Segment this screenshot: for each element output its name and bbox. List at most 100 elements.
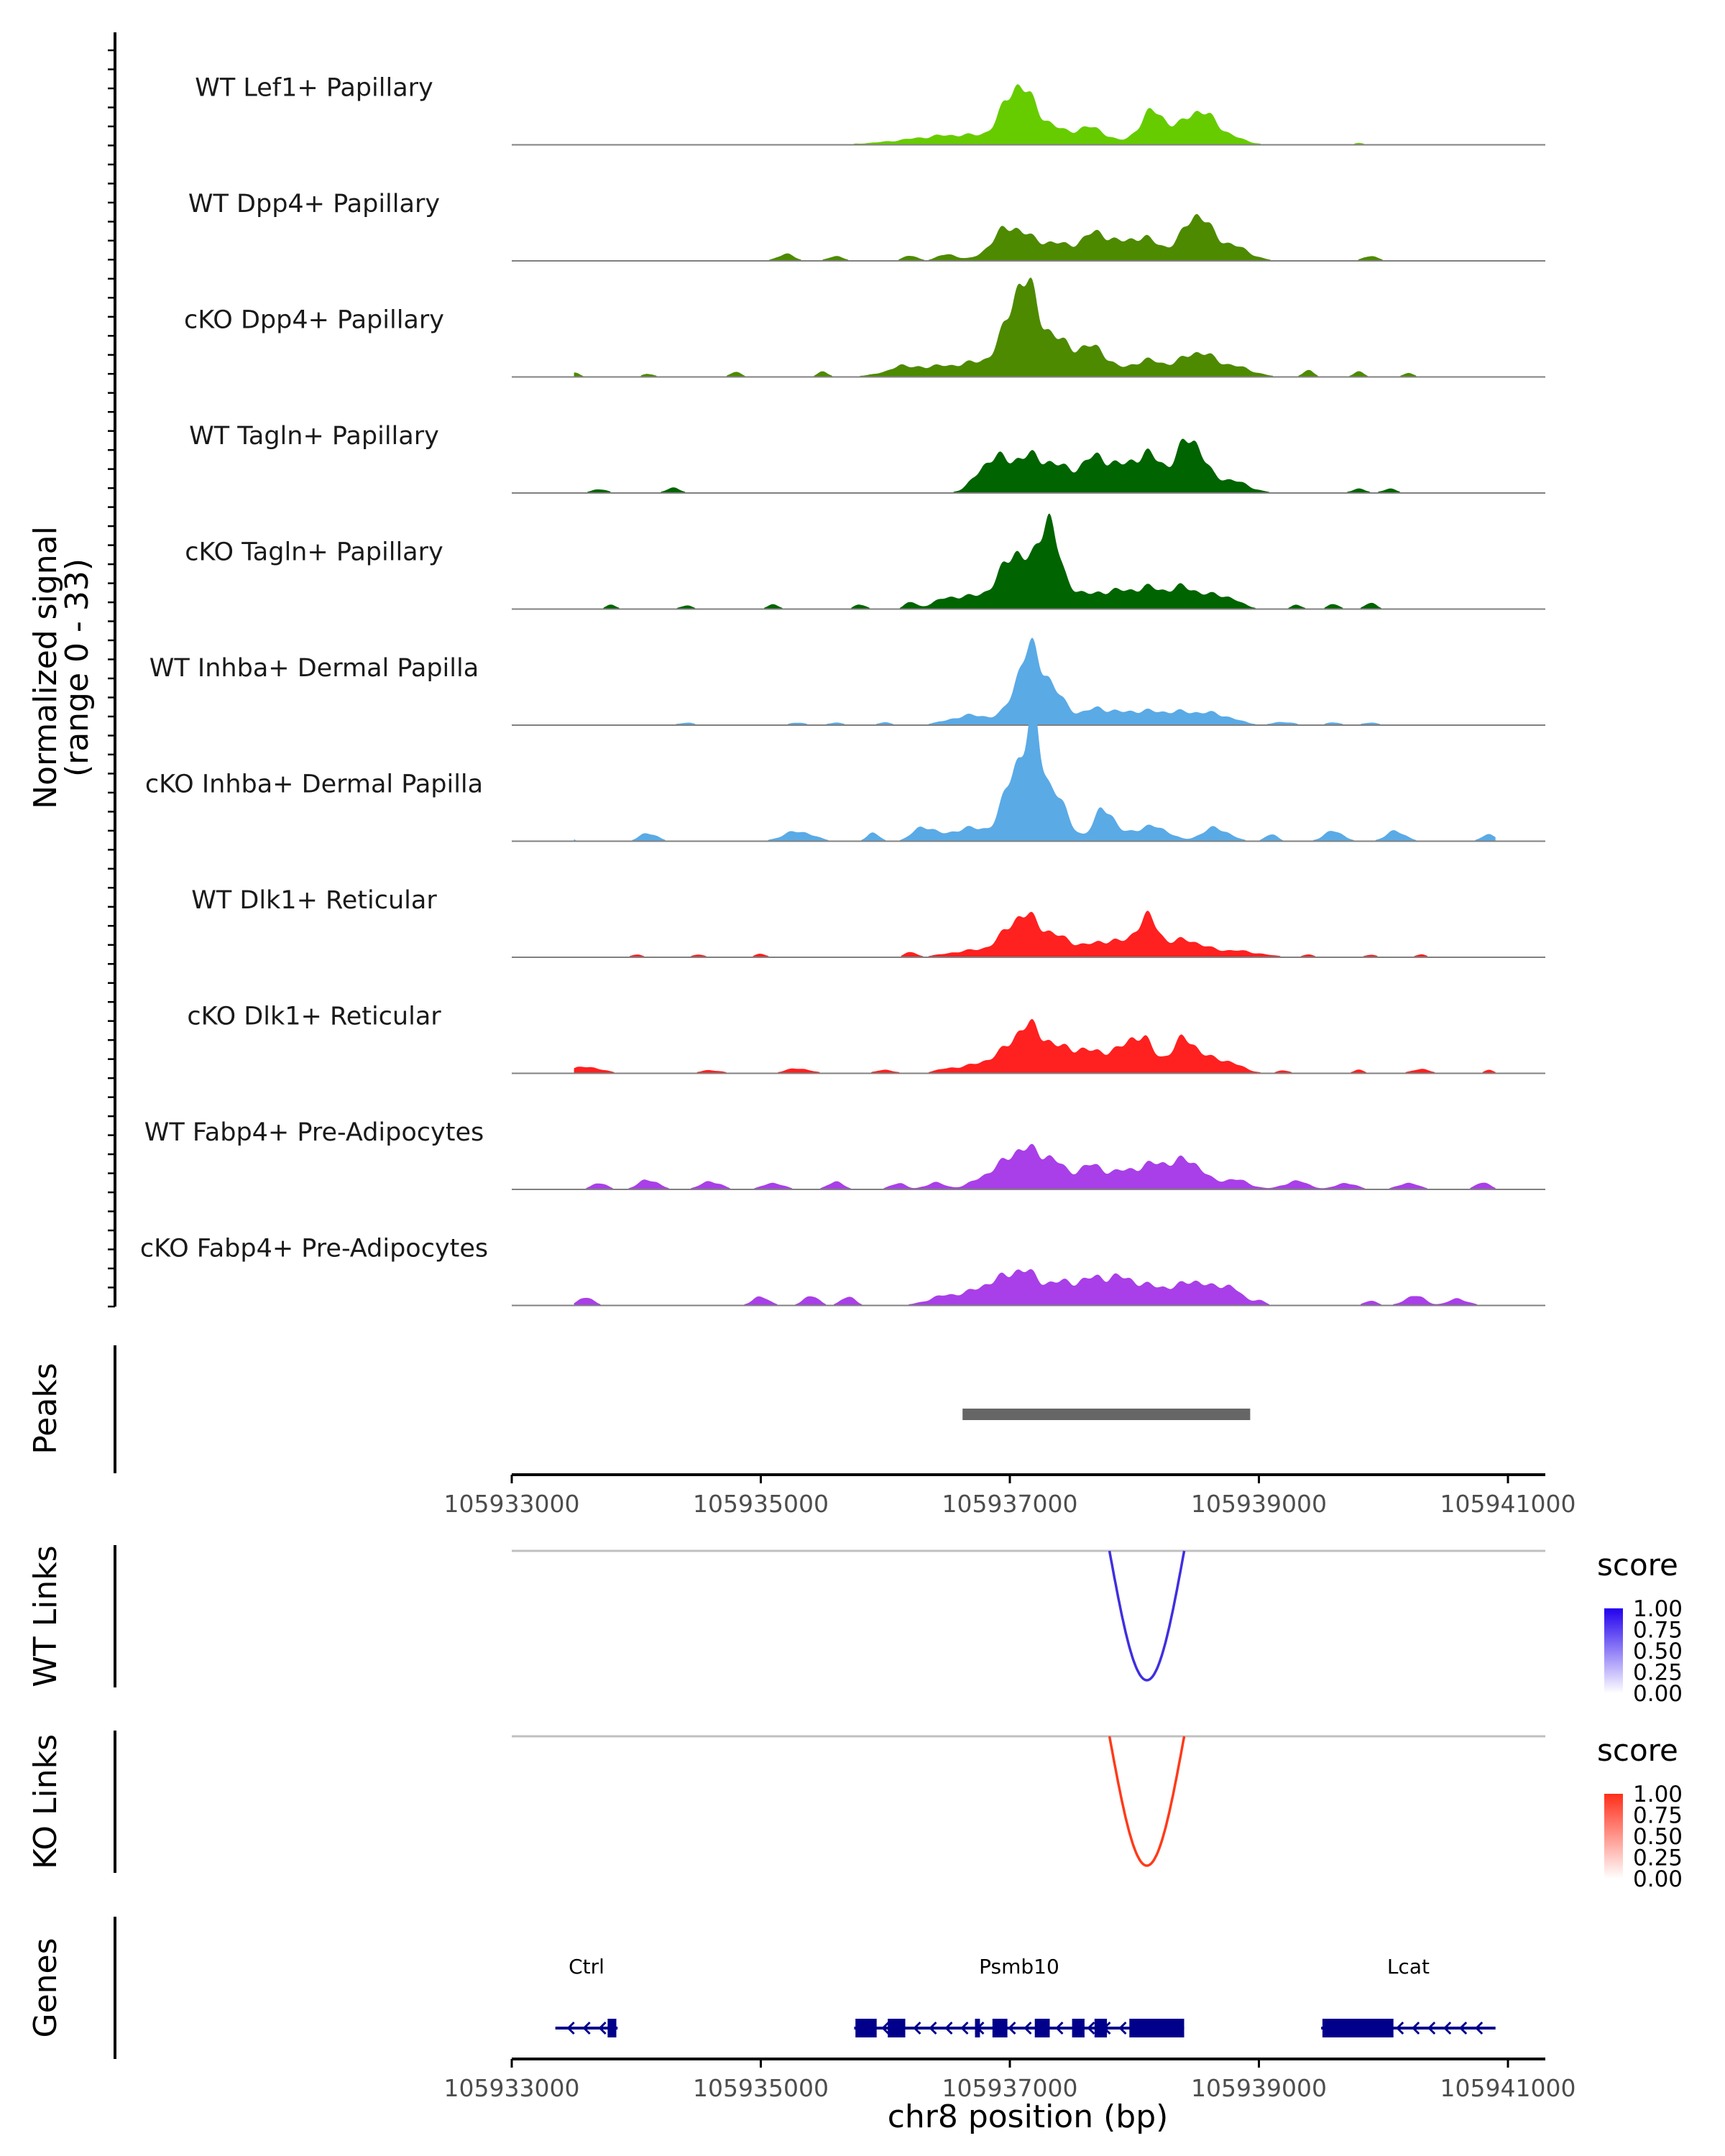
coverage-track: WT Fabp4+ Pre-Adipocytes: [144, 1118, 1545, 1190]
coverage-track: WT Lef1+ Papillary: [195, 74, 1545, 146]
legend-colorbar: [1604, 1608, 1623, 1693]
gene-name: Lcat: [1387, 1955, 1430, 1978]
coverage-area: [574, 1143, 1496, 1189]
links-track: KO Links score 1.000.750.500.250.00: [27, 1731, 1683, 1892]
strand-arrow: [1118, 2021, 1127, 2035]
strand-arrow: [1443, 2021, 1452, 2035]
gene-model: Psmb10: [854, 1955, 1184, 2037]
track-label: cKO Inhba+ Dermal Papilla: [145, 770, 483, 799]
gene-exon: [1094, 2019, 1108, 2037]
x-tick-label: 105941000: [1440, 1490, 1576, 1518]
x-tick-label: 105935000: [693, 2074, 829, 2102]
coverage-track: WT Dlk1+ Reticular: [191, 886, 1545, 958]
strand-arrow: [881, 2021, 890, 2035]
coverage-area: [574, 513, 1496, 609]
strand-arrow: [1396, 2021, 1404, 2035]
track-label: WT Tagln+ Papillary: [189, 422, 439, 451]
legend-title: score: [1597, 1547, 1678, 1583]
links-track: WT Links score 1.000.750.500.250.00: [27, 1545, 1683, 1707]
track-label: WT Dpp4+ Papillary: [188, 190, 440, 218]
strand-arrow: [944, 2021, 953, 2035]
strand-arrow: [1459, 2021, 1468, 2035]
track-label: WT Dlk1+ Reticular: [191, 886, 437, 915]
strand-arrow: [913, 2021, 921, 2035]
gene-exon: [888, 2019, 906, 2037]
legend-tick-label: 1.00: [1633, 1596, 1683, 1622]
genes-panel: Genes Ctrl Psmb10 Lcat: [27, 1917, 1496, 2059]
coverage-area: [574, 1018, 1496, 1074]
legend-tick-label: 0.25: [1633, 1660, 1683, 1686]
strand-arrow: [1008, 2021, 1016, 2035]
track-label: WT Lef1+ Papillary: [195, 74, 433, 103]
peaks-label: Peaks: [27, 1363, 64, 1454]
legend-tick-label: 0.75: [1633, 1803, 1683, 1829]
x-axis-genes: 105933000 105935000 105937000 105939000 1059…: [444, 2058, 1576, 2102]
coverage-track: cKO Inhba+ Dermal Papilla: [145, 699, 1545, 842]
y-label-line-1: Normalized signal: [27, 526, 64, 809]
legend-tick-label: 0.75: [1633, 1618, 1683, 1644]
x-axis-title: chr8 position (bp): [888, 2099, 1169, 2135]
coverage-track: WT Dpp4+ Papillary: [188, 190, 1545, 262]
gene-exon: [992, 2019, 1008, 2037]
links-label: WT Links: [27, 1545, 64, 1687]
gene-exon: [1129, 2019, 1184, 2037]
strand-arrow: [1412, 2021, 1420, 2035]
score-legend: score 1.000.750.500.250.00: [1597, 1547, 1683, 1707]
score-legend: score 1.000.750.500.250.00: [1597, 1733, 1683, 1892]
legend-tick-label: 0.50: [1633, 1824, 1683, 1850]
x-tick-label: 105939000: [1191, 2074, 1327, 2102]
gene-model: Lcat: [1321, 1955, 1496, 2037]
coverage-area: [574, 84, 1496, 145]
coverage-track: cKO Fabp4+ Pre-Adipocytes: [140, 1235, 1545, 1307]
strand-arrow: [1427, 2021, 1436, 2035]
strand-arrow: [929, 2021, 937, 2035]
coverage-area: [574, 637, 1496, 725]
gene-exon: [1072, 2019, 1085, 2037]
strand-arrow: [1024, 2021, 1032, 2035]
link-arc: [1108, 1550, 1186, 1682]
links-label: KO Links: [27, 1734, 64, 1869]
strand-arrow: [566, 2021, 575, 2035]
coverage-area: [574, 1269, 1496, 1306]
x-tick-label: 105933000: [444, 2074, 580, 2102]
track-label: cKO Tagln+ Papillary: [185, 538, 443, 567]
peaks-panel: Peaks: [27, 1345, 1251, 1473]
x-tick-label: 105935000: [693, 1490, 829, 1518]
gene-exon: [1034, 2019, 1050, 2037]
legend-tick-label: 0.00: [1633, 1866, 1683, 1892]
gene-name: Psmb10: [979, 1955, 1059, 1978]
x-tick-label: 105933000: [444, 1490, 580, 1518]
x-tick-label: 105937000: [942, 1490, 1078, 1518]
x-tick-label: 105939000: [1191, 1490, 1327, 1518]
x-axis-group: 105933000 105935000 105937000 105939000 1059…: [444, 1473, 1576, 2135]
coverage-track: cKO Tagln+ Papillary: [185, 513, 1545, 610]
legend-tick-label: 0.25: [1633, 1846, 1683, 1871]
coverage-y-label: Normalized signal(range 0 - 33): [27, 526, 96, 809]
peak-region: [962, 1409, 1251, 1420]
coverage-track: WT Inhba+ Dermal Papilla: [150, 637, 1545, 726]
x-axis-peaks: 105933000 105935000 105937000 105939000 1059…: [444, 1473, 1576, 1518]
gene-exon: [975, 2019, 980, 2037]
strand-arrow: [1087, 2021, 1095, 2035]
gene-model: Ctrl: [555, 1955, 618, 2037]
strand-arrow: [582, 2021, 591, 2035]
strand-arrow: [598, 2021, 607, 2035]
genes-label: Genes: [27, 1938, 64, 2037]
legend-tick-label: 0.50: [1633, 1639, 1683, 1664]
coverage-area: [574, 911, 1496, 957]
x-tick-label: 105937000: [942, 2074, 1078, 2102]
strand-arrow: [960, 2021, 969, 2035]
track-label: WT Inhba+ Dermal Papilla: [150, 654, 479, 683]
gene-exon: [1322, 2019, 1394, 2037]
coverage-area: [574, 438, 1496, 493]
coverage-track: WT Tagln+ Papillary: [189, 422, 1545, 494]
legend-tick-label: 0.00: [1633, 1681, 1683, 1707]
link-arc: [1108, 1736, 1186, 1867]
gene-exon: [855, 2019, 877, 2037]
coverage-area: [574, 699, 1496, 842]
track-label: cKO Dpp4+ Papillary: [184, 306, 444, 335]
gene-name: Ctrl: [569, 1955, 604, 1978]
strand-arrow: [1475, 2021, 1484, 2035]
